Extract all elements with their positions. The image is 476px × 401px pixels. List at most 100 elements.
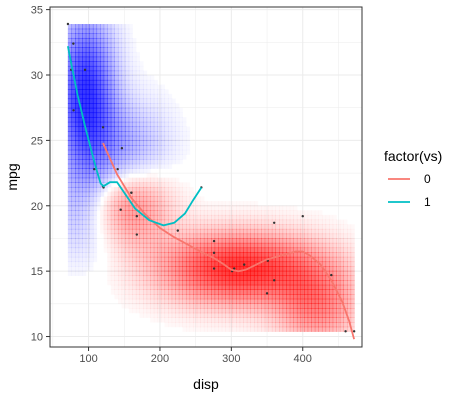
- density-cell: [135, 75, 141, 81]
- density-cell: [193, 205, 198, 211]
- density-cell: [304, 266, 309, 272]
- density-cell: [346, 261, 352, 267]
- density-cell: [132, 89, 137, 95]
- density-cell: [125, 163, 130, 169]
- density-cell: [232, 210, 237, 216]
- density-cell: [146, 163, 151, 169]
- density-cell: [189, 219, 194, 225]
- density-cell: [154, 85, 158, 90]
- density-cell: [135, 186, 141, 193]
- density-cell: [146, 210, 151, 216]
- density-cell: [150, 196, 155, 202]
- density-cell: [210, 312, 216, 318]
- density-cell: [193, 214, 198, 221]
- density-cell: [236, 224, 241, 230]
- density-cell: [351, 224, 355, 229]
- density-cell: [75, 140, 80, 146]
- density-cell: [307, 228, 312, 235]
- density-cell: [78, 210, 83, 216]
- density-cell: [96, 65, 101, 72]
- density-cell: [100, 75, 105, 81]
- density-cell: [150, 140, 155, 146]
- density-cell: [164, 322, 168, 327]
- density-cell: [82, 75, 87, 81]
- density-cell: [67, 28, 73, 34]
- density-cell: [164, 164, 168, 169]
- density-cell: [82, 210, 87, 216]
- density-cell: [85, 210, 90, 216]
- density-cell: [135, 252, 141, 258]
- density-cell: [164, 303, 169, 309]
- density-cell: [92, 79, 98, 86]
- density-cell: [143, 98, 148, 104]
- density-cell: [100, 126, 105, 132]
- density-cell: [89, 51, 94, 58]
- density-cell: [100, 135, 105, 142]
- density-cell: [153, 303, 158, 309]
- density-cell: [218, 228, 223, 235]
- density-cell: [92, 196, 98, 202]
- density-cell: [268, 326, 273, 332]
- density-cell: [92, 75, 98, 81]
- density-cell: [71, 121, 76, 128]
- density-cell: [228, 326, 234, 332]
- density-cell: [225, 326, 230, 332]
- density-cell: [71, 28, 76, 34]
- density-cell: [78, 112, 83, 118]
- density-cell: [114, 42, 119, 48]
- density-cell: [300, 219, 305, 225]
- density-cell: [160, 182, 166, 188]
- density-cell: [311, 266, 316, 272]
- density-cell: [207, 284, 212, 291]
- density-cell: [321, 294, 327, 300]
- density-cell: [189, 317, 194, 323]
- density-cell: [186, 150, 190, 155]
- density-cell: [121, 75, 126, 81]
- density-cell: [135, 233, 141, 239]
- density-cell: [168, 98, 172, 103]
- density-cell: [346, 294, 352, 300]
- density-cell: [121, 65, 126, 72]
- density-cell: [225, 321, 230, 328]
- density-cell: [71, 65, 76, 72]
- density-cell: [246, 321, 251, 328]
- density-cell: [296, 266, 302, 272]
- density-cell: [71, 135, 76, 142]
- density-cell: [86, 266, 90, 271]
- density-cell: [117, 261, 123, 267]
- density-cell: [71, 247, 76, 253]
- density-cell: [92, 238, 98, 244]
- density-cell: [164, 266, 169, 272]
- density-cell: [107, 257, 111, 262]
- density-cell: [82, 228, 87, 235]
- density-cell: [332, 256, 337, 263]
- density-cell: [114, 219, 119, 225]
- density-cell: [89, 28, 94, 34]
- density-cell: [232, 214, 237, 221]
- density-cell: [282, 266, 287, 272]
- density-cell: [311, 228, 316, 235]
- density-cell: [114, 186, 119, 193]
- density-cell: [203, 233, 209, 239]
- density-cell: [150, 238, 155, 244]
- density-cell: [85, 42, 90, 48]
- density-cell: [164, 186, 169, 193]
- density-cell: [278, 256, 284, 263]
- density-cell: [325, 233, 330, 239]
- density-cell: [75, 70, 80, 76]
- density-cell: [89, 112, 94, 118]
- density-cell: [250, 219, 255, 225]
- density-cell: [253, 294, 259, 300]
- density-cell: [193, 312, 198, 318]
- density-cell: [78, 238, 83, 244]
- density-cell: [135, 298, 141, 304]
- density-cell: [329, 228, 334, 235]
- density-cell: [296, 317, 302, 323]
- density-cell: [318, 321, 323, 328]
- density-cell: [96, 47, 101, 53]
- density-cell: [314, 261, 319, 267]
- density-cell: [314, 233, 319, 239]
- density-cell: [246, 303, 251, 309]
- density-cell: [289, 210, 294, 216]
- density-cell: [304, 242, 309, 249]
